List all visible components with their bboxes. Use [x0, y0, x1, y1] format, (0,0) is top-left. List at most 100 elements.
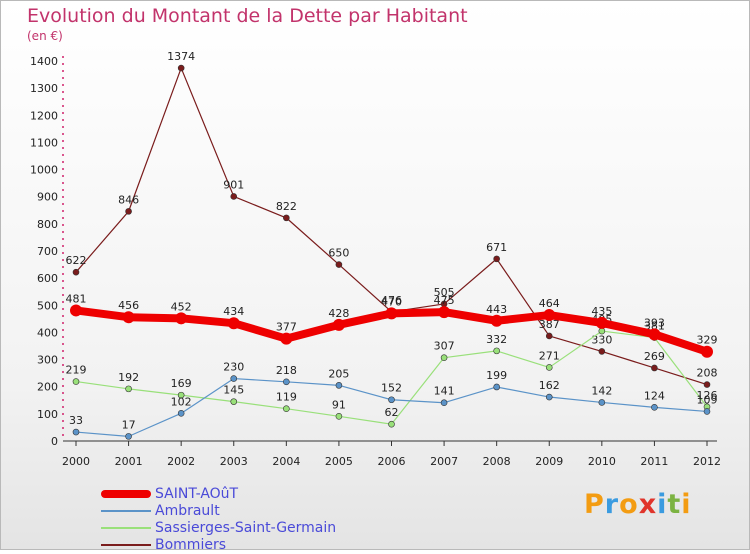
- data-point-ambrault: [72, 428, 80, 436]
- data-point-saint-ao-t: [385, 307, 398, 320]
- legend-label-ambrault: Ambrault: [155, 503, 220, 519]
- data-label-bommiers: 387: [539, 318, 560, 331]
- data-label-ambrault: 102: [171, 395, 192, 408]
- legend-swatch-bommiers: [101, 544, 151, 546]
- data-label-ambrault: 230: [223, 361, 244, 374]
- logo-letter: i: [681, 489, 692, 520]
- y-tick-label: 500: [37, 299, 58, 312]
- x-tick-label: 2003: [220, 455, 248, 468]
- data-label-saint-ao-t: 456: [118, 299, 139, 312]
- data-label-ambrault: 33: [69, 414, 83, 427]
- data-label-bommiers: 822: [276, 200, 297, 213]
- data-label-saint-ao-t: 428: [328, 307, 349, 320]
- data-label-ambrault: 17: [122, 418, 136, 431]
- data-point-ambrault: [177, 410, 185, 417]
- data-label-saint-ao-t: 464: [539, 297, 560, 310]
- y-tick-label: 1000: [30, 164, 58, 177]
- data-point-bommiers: [545, 332, 553, 340]
- data-label-sassierges-saint-germain: 332: [486, 333, 507, 346]
- x-tick-label: 2000: [62, 455, 90, 468]
- data-point-ambrault: [545, 393, 553, 401]
- legend-label-saint-aout: SAINT-AOûT: [155, 486, 239, 502]
- data-label-bommiers: 476: [381, 294, 402, 307]
- logo-letter: i: [657, 489, 668, 520]
- data-point-saint-ao-t: [280, 332, 293, 345]
- y-tick-label: 1300: [30, 82, 58, 95]
- data-point-sassierges-saint-germain: [388, 420, 395, 428]
- data-label-ambrault: 124: [644, 389, 665, 402]
- data-point-ambrault: [440, 399, 448, 407]
- y-tick-label: 600: [37, 272, 58, 285]
- data-point-sassierges-saint-germain: [230, 398, 238, 405]
- data-point-ambrault: [283, 378, 290, 386]
- data-point-sassierges-saint-germain: [545, 364, 553, 371]
- data-point-sassierges-saint-germain: [440, 354, 448, 361]
- x-tick-label: 2011: [640, 455, 668, 468]
- data-label-saint-ao-t: 481: [66, 292, 87, 305]
- x-tick-label: 2004: [272, 455, 300, 468]
- data-label-sassierges-saint-germain: 126: [697, 389, 718, 402]
- data-point-bommiers: [651, 364, 658, 372]
- data-point-sassierges-saint-germain: [72, 378, 80, 385]
- data-label-saint-ao-t: 443: [486, 303, 507, 316]
- data-label-ambrault: 142: [591, 384, 612, 397]
- data-point-sassierges-saint-germain: [335, 412, 343, 420]
- data-label-bommiers: 671: [486, 241, 507, 254]
- y-tick-label: 800: [37, 218, 58, 231]
- data-point-ambrault: [598, 399, 606, 406]
- data-point-ambrault: [230, 375, 238, 382]
- x-tick-label: 2010: [588, 455, 616, 468]
- y-tick-label: 700: [37, 245, 58, 258]
- data-label-bommiers: 1374: [167, 50, 195, 63]
- y-tick-label: 1400: [30, 55, 58, 68]
- x-tick-label: 2002: [167, 455, 195, 468]
- data-point-ambrault: [125, 433, 132, 440]
- data-label-sassierges-saint-germain: 169: [171, 377, 192, 390]
- data-label-sassierges-saint-germain: 119: [276, 391, 297, 404]
- data-label-sassierges-saint-germain: 91: [332, 398, 346, 411]
- data-point-saint-ao-t: [122, 311, 135, 324]
- data-label-sassierges-saint-germain: 219: [66, 364, 87, 377]
- data-point-bommiers: [230, 193, 238, 200]
- data-label-saint-ao-t: 329: [697, 334, 718, 347]
- data-label-ambrault: 109: [697, 393, 718, 406]
- data-point-bommiers: [493, 255, 500, 263]
- data-point-saint-ao-t: [701, 345, 713, 358]
- y-tick-label: 1100: [30, 136, 58, 149]
- chart-title: Evolution du Montant de la Dette par Hab…: [27, 5, 468, 27]
- data-point-sassierges-saint-germain: [493, 347, 500, 355]
- data-label-sassierges-saint-germain: 307: [434, 340, 455, 353]
- data-point-bommiers: [703, 381, 711, 388]
- data-label-saint-ao-t: 470: [381, 295, 402, 308]
- legend-label-sassierges: Sassierges-Saint-Germain: [155, 520, 337, 536]
- data-point-saint-ao-t: [490, 314, 503, 327]
- data-label-saint-ao-t: 393: [644, 316, 665, 329]
- legend-swatch-saint-aout: [101, 490, 151, 498]
- data-point-ambrault: [388, 396, 395, 404]
- data-point-saint-ao-t: [595, 316, 608, 329]
- x-tick-label: 2012: [693, 455, 721, 468]
- data-label-sassierges-saint-germain: 271: [539, 349, 560, 362]
- data-label-sassierges-saint-germain: 192: [118, 371, 139, 384]
- data-point-saint-ao-t: [175, 312, 188, 325]
- legend-swatch-sassierges: [101, 527, 151, 529]
- data-label-bommiers: 650: [328, 247, 349, 260]
- data-label-bommiers: 330: [591, 333, 612, 346]
- data-label-bommiers: 901: [223, 178, 244, 191]
- y-tick-label: 900: [37, 191, 58, 204]
- logo-letter: x: [638, 489, 658, 520]
- data-point-sassierges-saint-germain: [283, 405, 290, 413]
- data-point-saint-ao-t: [227, 317, 240, 330]
- data-point-saint-ao-t: [332, 318, 345, 331]
- data-point-bommiers: [283, 214, 290, 222]
- x-tick-label: 2001: [115, 455, 143, 468]
- data-label-ambrault: 199: [486, 369, 507, 382]
- data-point-ambrault: [335, 382, 343, 389]
- data-point-ambrault: [703, 408, 711, 415]
- y-tick-label: 1200: [30, 109, 58, 122]
- data-label-bommiers: 622: [66, 254, 87, 267]
- data-point-bommiers: [598, 348, 606, 355]
- data-point-saint-ao-t: [438, 306, 451, 319]
- data-point-bommiers: [72, 268, 80, 276]
